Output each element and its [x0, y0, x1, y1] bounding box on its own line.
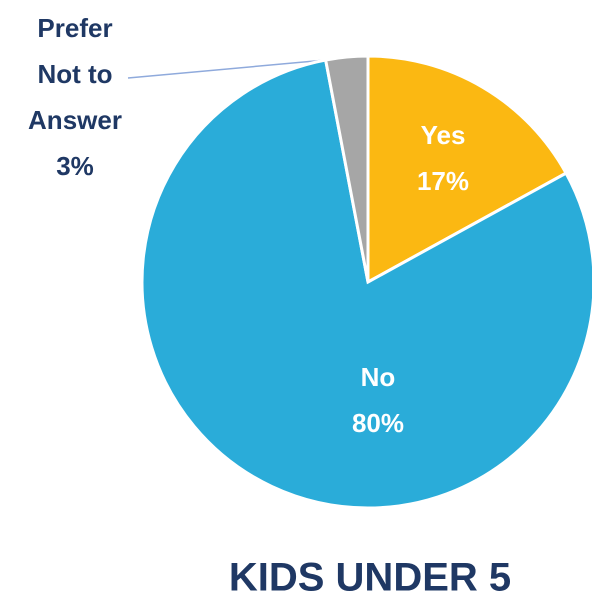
pie-slice — [323, 54, 370, 283]
value-label: 80% — [351, 408, 405, 438]
pie-slice — [366, 54, 569, 285]
category-label: Prefer Not to Answer — [28, 13, 122, 135]
slice-label: Yes 17% — [383, 112, 503, 204]
pie-slice — [140, 58, 592, 510]
category-label: No — [360, 362, 396, 392]
slice-label: Prefer Not to Answer 3% — [15, 5, 135, 189]
category-label: Yes — [420, 120, 466, 150]
slice-label: No 80% — [318, 354, 438, 446]
value-label: 17% — [416, 166, 470, 196]
leader-line — [127, 57, 349, 79]
value-label: 3% — [56, 151, 94, 181]
chart-title: KIDS UNDER 5 — [228, 555, 512, 600]
